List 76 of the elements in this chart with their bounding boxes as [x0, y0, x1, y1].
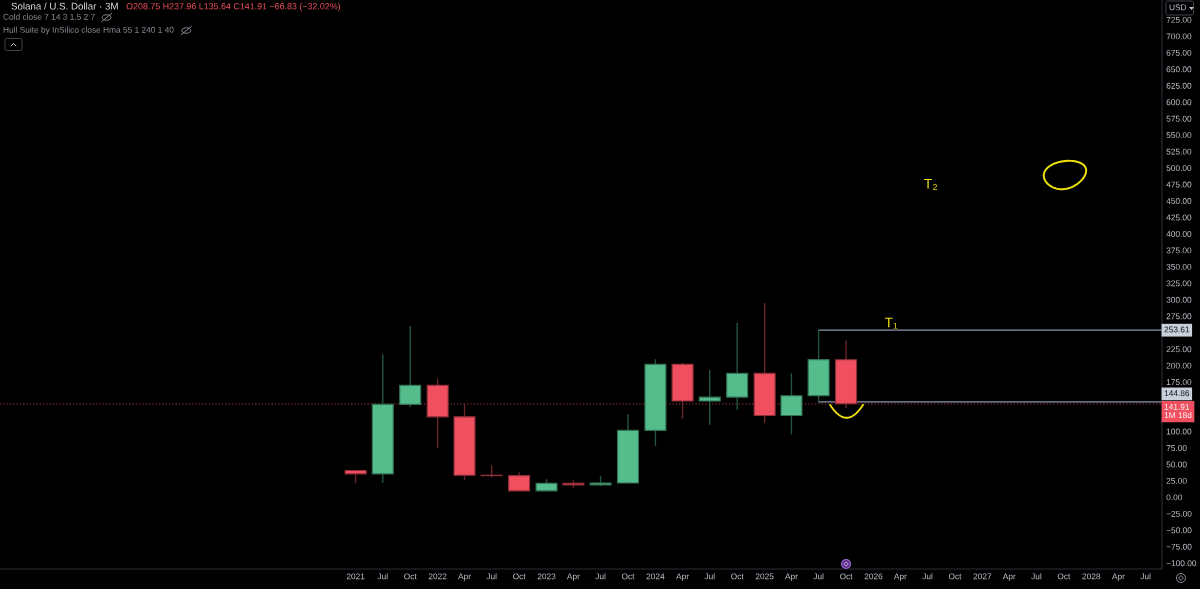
y-tick-label: 225.00 — [1166, 346, 1192, 353]
x-tick-label: Apr — [458, 573, 471, 581]
y-tick-label: 325.00 — [1166, 280, 1192, 287]
x-tick-label: Oct — [1057, 573, 1071, 580]
y-axis-title: USD — [1169, 4, 1187, 11]
x-tick-label: Apr — [676, 573, 689, 581]
y-tick-label: 650.00 — [1166, 66, 1192, 73]
x-tick-label: Apr — [893, 573, 907, 581]
y-tick-label: −50.00 — [1166, 527, 1192, 534]
y-tick-label: 100.00 — [1166, 428, 1192, 435]
x-tick-label: 2027 — [973, 573, 992, 580]
annotation: T₁ — [884, 317, 898, 329]
y-tick-label: 625.00 — [1166, 82, 1192, 89]
x-tick-label: Apr — [566, 573, 580, 581]
y-tick-label: 200.00 — [1166, 362, 1192, 369]
x-tick-label: Jul — [922, 573, 933, 580]
y-tick-label: 425.00 — [1166, 214, 1192, 221]
y-tick-label: 525.00 — [1166, 148, 1192, 155]
y-tick-label: 300.00 — [1166, 296, 1192, 303]
x-tick-label: 2023 — [537, 573, 556, 580]
candlestick — [726, 322, 749, 411]
y-tick-label: 700.00 — [1166, 33, 1192, 40]
y-tick-label: 550.00 — [1166, 132, 1192, 139]
x-tick-label: Jul — [1140, 573, 1151, 580]
y-tick-label: 400.00 — [1166, 230, 1192, 237]
y-tick-label: 275.00 — [1166, 313, 1192, 320]
annotation: T₂ — [924, 178, 938, 190]
annotation: Cold close 7 14 3 1.5 2 7 — [3, 13, 95, 20]
candlestick — [508, 471, 531, 492]
y-tick-label: −100.00 — [1166, 560, 1197, 567]
x-tick-label: Oct — [948, 573, 962, 580]
x-tick-label: 2025 — [755, 573, 774, 580]
candlestick — [698, 369, 721, 426]
y-tick-label: 500.00 — [1166, 165, 1192, 172]
y-tick-label: 25.00 — [1166, 477, 1187, 484]
y-tick-label: 450.00 — [1166, 198, 1192, 204]
y-tick-label: 675.00 — [1166, 49, 1192, 56]
x-tick-label: 2024 — [646, 573, 665, 580]
x-tick-label: Apr — [1111, 573, 1125, 581]
candlestick — [780, 372, 803, 435]
y-tick-label: 350.00 — [1166, 263, 1192, 270]
y-tick-label: 0.00 — [1166, 494, 1183, 501]
x-tick-label: Jul — [704, 573, 715, 580]
y-tick-label: −25.00 — [1166, 510, 1192, 517]
x-tick-label: 2021 — [346, 573, 365, 580]
y-tick-label: 50.00 — [1166, 461, 1187, 468]
x-tick-label: 2028 — [1082, 573, 1101, 580]
chart-subtitle: O208.75 H237.96 L135.64 C141.91 −66.83 (−32.02%) — [126, 2, 341, 12]
x-tick-label: Oct — [513, 573, 526, 580]
data-label: 253.61 — [1164, 326, 1190, 333]
x-tick-label: 2026 — [864, 573, 883, 580]
y-tick-label: 600.00 — [1166, 99, 1192, 106]
y-tick-label: 375.00 — [1166, 247, 1192, 254]
x-tick-label: Jul — [1031, 573, 1042, 580]
x-tick-label: 2022 — [428, 573, 447, 580]
x-tick-label: Oct — [731, 573, 744, 580]
x-tick-label: Apr — [785, 573, 798, 581]
y-tick-label: 725.00 — [1166, 16, 1192, 23]
x-tick-label: Jul — [486, 573, 497, 580]
candlestick — [399, 325, 422, 408]
data-label: 144.86 — [1164, 390, 1190, 397]
x-tick-label: Jul — [595, 573, 606, 580]
y-tick-label: 475.00 — [1166, 181, 1192, 188]
x-tick-label: Jul — [377, 573, 388, 580]
chart-title: Solana / U.S. Dollar · 3M — [11, 2, 118, 10]
y-tick-label: 575.00 — [1166, 115, 1192, 122]
x-tick-label: Oct — [621, 573, 635, 580]
x-tick-label: Oct — [404, 573, 417, 580]
x-tick-label: Oct — [839, 573, 853, 580]
ref-line-label: 141.91 1M 18d — [1164, 403, 1192, 419]
y-tick-label: 175.00 — [1166, 379, 1192, 386]
x-tick-label: Apr — [1002, 573, 1016, 581]
y-tick-label: −75.00 — [1166, 543, 1192, 550]
x-tick-label: Jul — [813, 573, 824, 580]
annotation: Hull Suite by InSilico close Hma 55 1 240 1 40 — [3, 26, 174, 35]
y-tick-label: 75.00 — [1166, 445, 1187, 451]
